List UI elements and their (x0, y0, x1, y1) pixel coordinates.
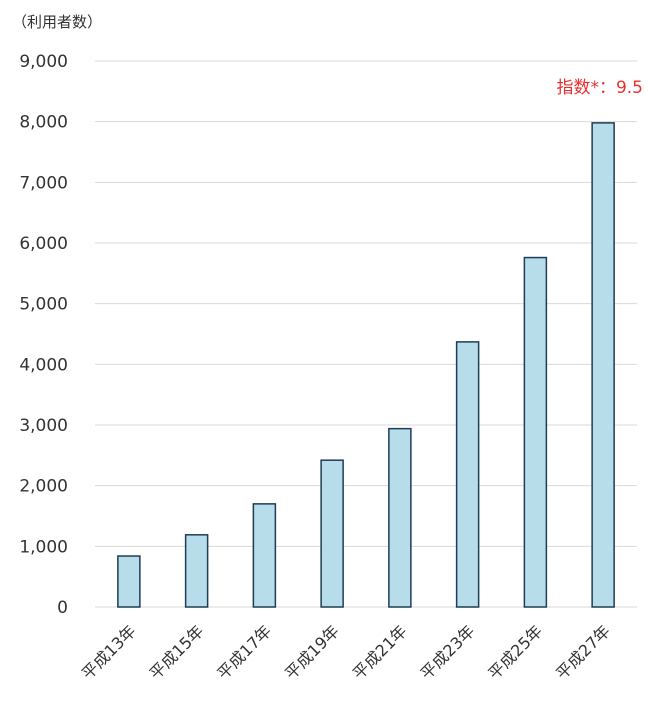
x-tick-label: 平成13年 (78, 621, 140, 683)
y-tick-label: 2,000 (19, 477, 68, 497)
x-tick-label: 平成21年 (349, 621, 411, 683)
bar (252, 503, 277, 608)
bar (117, 555, 141, 608)
y-tick-label: 7,000 (19, 173, 68, 193)
y-tick-label: 0 (57, 598, 68, 618)
y-axis-label: （利用者数） (12, 13, 102, 31)
y-tick-label: 6,000 (19, 234, 68, 254)
x-tick-labels: 平成13年 平成15年 平成17年 平成19年 平成21年 平成23年 平成25年 平成27年 (78, 621, 614, 683)
x-tick-label: 平成19年 (281, 621, 343, 683)
y-tick-label: 8,000 (19, 113, 68, 133)
y-tick-label: 5,000 (19, 295, 68, 315)
x-tick-label: 平成15年 (146, 621, 208, 683)
y-tick-labels: 0 1,000 2,000 3,000 4,000 5,000 6,000 7,000 8,00… (19, 52, 68, 618)
index-annotation: 指数*：9.5 (556, 78, 643, 98)
y-tick-label: 3,000 (19, 416, 68, 436)
y-tick-label: 1,000 (19, 537, 68, 557)
bars (117, 122, 615, 608)
x-tick-label: 平成17年 (213, 621, 275, 683)
bar (455, 341, 480, 608)
bar (591, 122, 615, 608)
bar (523, 256, 548, 608)
x-tick-label: 平成23年 (417, 621, 479, 683)
grid-lines (95, 60, 637, 608)
x-tick-label: 平成25年 (484, 621, 546, 683)
bar (184, 534, 209, 608)
y-tick-label: 9,000 (19, 52, 68, 72)
x-tick-label: 平成27年 (552, 621, 614, 683)
bar (320, 459, 344, 608)
bar (388, 427, 412, 608)
y-tick-label: 4,000 (19, 355, 68, 375)
